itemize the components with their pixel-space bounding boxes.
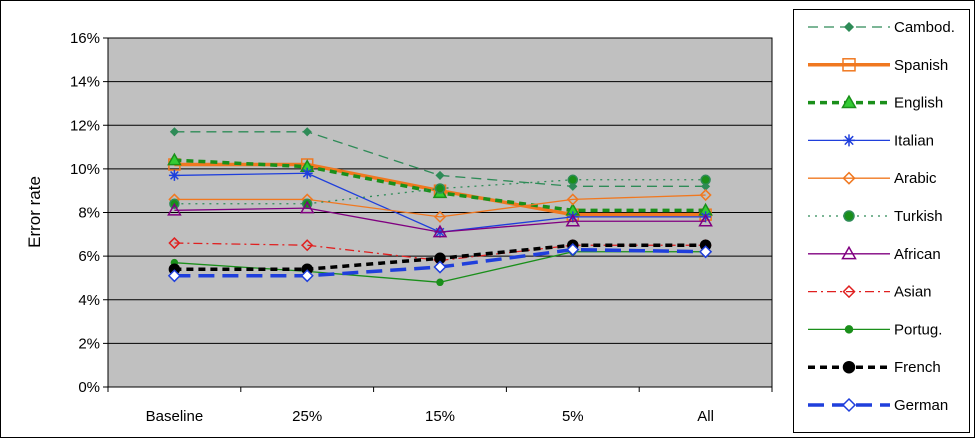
series-african	[167, 200, 713, 238]
data-point	[565, 213, 581, 227]
data-point	[842, 285, 856, 299]
series-german	[167, 243, 713, 283]
legend-label: German	[894, 397, 948, 414]
y-tick-label: 8%	[78, 205, 100, 222]
legend-item: African	[808, 245, 941, 263]
y-tick-label: 14%	[70, 74, 100, 91]
legend-label: Portug.	[894, 321, 942, 338]
data-point	[844, 325, 854, 334]
legend-label: Arabic	[894, 170, 937, 187]
data-point	[567, 174, 579, 186]
legend-label: English	[894, 95, 943, 112]
data-point	[843, 210, 855, 222]
data-point	[435, 170, 445, 180]
data-point	[167, 269, 181, 283]
y-tick-label: 2%	[78, 335, 100, 352]
legend-label: Cambod.	[894, 19, 955, 36]
data-point	[299, 200, 315, 214]
data-point	[842, 171, 856, 185]
data-point	[841, 397, 857, 413]
data-point	[168, 236, 181, 250]
data-point	[841, 245, 857, 260]
data-point	[699, 188, 712, 202]
data-point	[300, 269, 314, 283]
series-cambod	[169, 127, 711, 191]
data-point	[842, 58, 856, 72]
data-point	[169, 127, 179, 137]
legend-box	[793, 9, 970, 433]
legend-item: French	[808, 359, 941, 376]
legend: Cambod. Spanish English Italian Arabic Turkis…	[808, 19, 955, 414]
data-point	[436, 278, 444, 287]
legend-label: Spanish	[894, 57, 948, 74]
legend-item: Arabic	[808, 170, 937, 187]
y-tick-label: 10%	[70, 161, 100, 178]
series-line	[174, 207, 706, 233]
data-point	[842, 360, 856, 374]
legend-item: German	[808, 397, 948, 414]
data-point	[167, 202, 182, 216]
data-point	[567, 211, 579, 223]
data-point	[843, 134, 855, 147]
data-point	[698, 213, 713, 227]
legend-item: Italian	[808, 132, 934, 149]
data-point	[700, 174, 711, 186]
x-tick-label: All	[697, 408, 714, 425]
y-tick-label: 0%	[78, 379, 100, 396]
legend-label: French	[894, 359, 941, 376]
x-axis-ticks: Baseline 25% 15% 5% All	[107, 387, 773, 425]
legend-item: Cambod.	[808, 19, 955, 36]
legend-item: English	[808, 94, 943, 112]
data-point	[432, 224, 448, 238]
data-point	[302, 127, 312, 137]
series-lines	[167, 127, 713, 287]
x-tick-label: 15%	[425, 408, 455, 425]
data-point	[843, 21, 855, 33]
legend-item: Asian	[808, 284, 932, 301]
legend-label: African	[894, 246, 941, 263]
legend-label: Italian	[894, 132, 934, 149]
data-point	[168, 169, 180, 181]
data-point	[566, 193, 579, 206]
data-point	[433, 260, 447, 274]
data-point	[433, 210, 447, 223]
series-line	[174, 194, 706, 218]
y-tick-label: 4%	[78, 292, 100, 309]
legend-item: Turkish	[808, 208, 943, 225]
y-tick-label: 6%	[78, 248, 100, 265]
series-turkish	[169, 174, 711, 210]
data-point	[841, 94, 857, 109]
y-tick-label: 12%	[70, 117, 100, 134]
x-tick-label: Baseline	[146, 408, 204, 425]
y-axis-label: Error rate	[25, 176, 44, 248]
x-tick-label: 5%	[562, 408, 584, 425]
data-point	[434, 183, 446, 194]
legend-item: Portug.	[808, 321, 942, 338]
legend-label: Turkish	[894, 208, 943, 225]
data-point	[699, 245, 713, 259]
y-tick-label: 16%	[70, 30, 100, 47]
data-point	[301, 239, 314, 252]
data-point	[700, 211, 712, 223]
data-point	[566, 243, 580, 257]
y-axis-ticks: 0% 2% 4% 6% 8% 10% 12% 14% 16%	[70, 30, 108, 396]
x-tick-label: 25%	[292, 408, 322, 425]
data-point	[167, 152, 182, 166]
legend-item: Spanish	[808, 57, 948, 74]
data-point	[301, 167, 313, 179]
legend-label: Asian	[894, 284, 932, 301]
